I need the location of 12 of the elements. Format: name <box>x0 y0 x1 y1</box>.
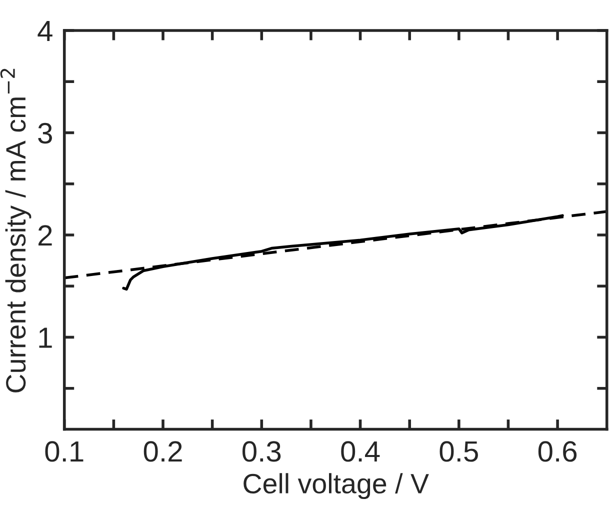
y-tick-label: 3 <box>38 122 52 144</box>
x-tick-label: 0.4 <box>341 441 380 462</box>
x-tick-label: 0.6 <box>538 441 577 462</box>
y-axis-title: Current density / mA cm$^{−2}$ <box>0 68 32 392</box>
x-axis-title: Cell voltage / V <box>244 473 429 500</box>
x-tick-label: 0.1 <box>45 441 84 462</box>
x-tick-label: 0.5 <box>440 441 478 462</box>
y-tick-label: 1 <box>39 328 52 348</box>
y-tick-label: 4 <box>38 20 52 42</box>
y-tick-label: 2 <box>38 225 52 246</box>
x-tick-label: 0.3 <box>242 441 281 462</box>
x-tick-label: 0.2 <box>144 441 182 462</box>
